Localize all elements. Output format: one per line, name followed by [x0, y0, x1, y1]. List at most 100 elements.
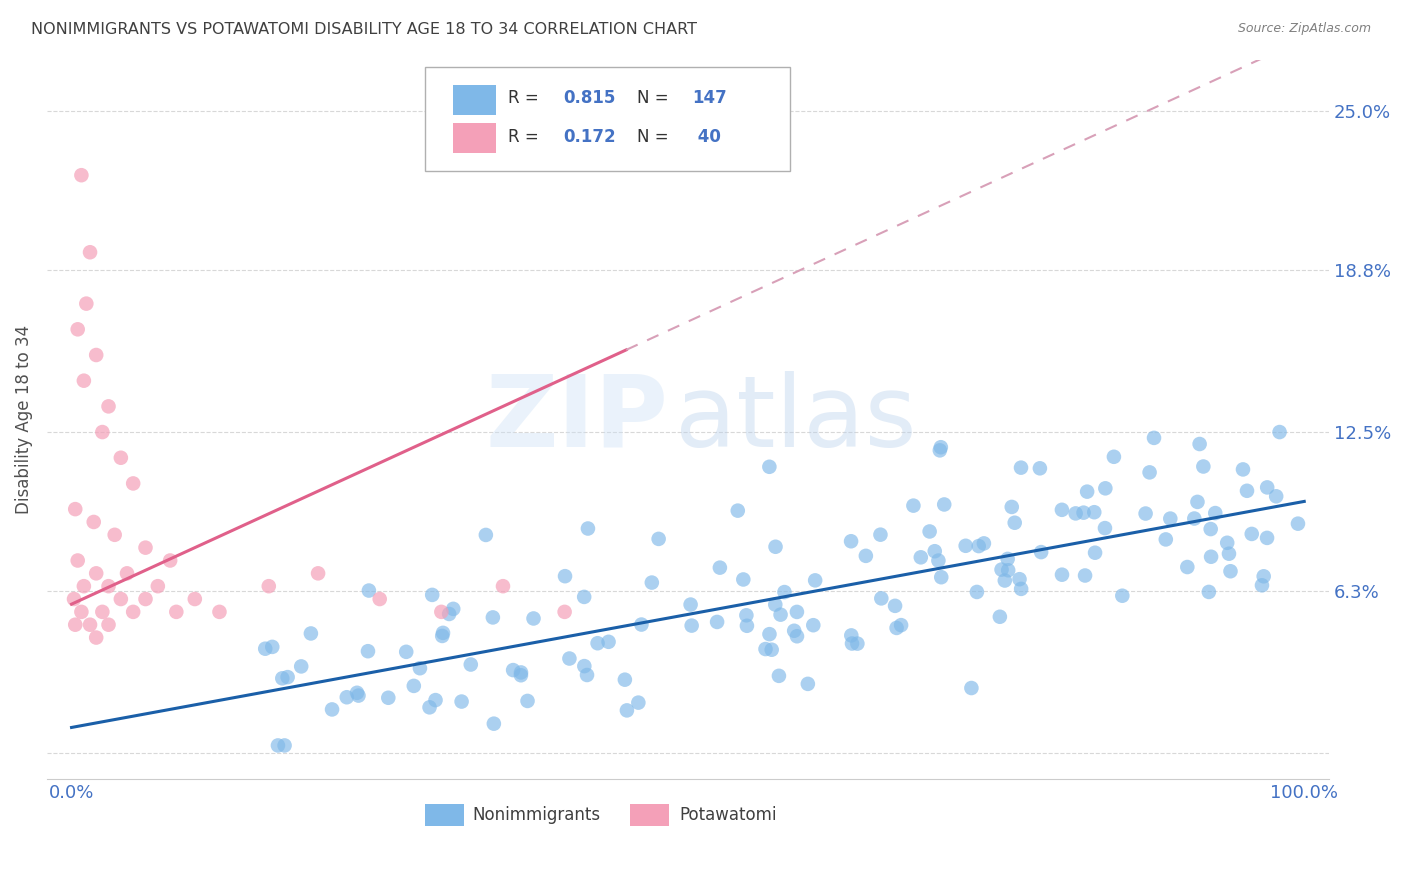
Point: [706, 615, 728, 629]
Point: [910, 550, 932, 565]
Point: [460, 657, 482, 672]
Point: [273, 739, 295, 753]
Point: [786, 629, 808, 643]
Point: [967, 539, 990, 553]
Point: [437, 607, 460, 621]
Point: [146, 579, 169, 593]
Point: [841, 636, 863, 650]
Point: [1251, 578, 1274, 592]
Point: [257, 579, 280, 593]
Point: [886, 621, 908, 635]
Point: [890, 618, 912, 632]
Point: [262, 640, 284, 654]
Point: [134, 541, 156, 555]
Point: [855, 549, 877, 563]
Point: [1010, 582, 1032, 596]
Point: [758, 459, 780, 474]
Point: [786, 605, 808, 619]
Point: [727, 503, 749, 517]
Point: [966, 585, 988, 599]
Point: [79, 245, 101, 260]
Point: [254, 641, 277, 656]
Point: [84, 566, 107, 581]
FancyBboxPatch shape: [425, 67, 790, 171]
Point: [1029, 545, 1052, 559]
Point: [558, 651, 581, 665]
Point: [1102, 450, 1125, 464]
Point: [377, 690, 399, 705]
Point: [990, 563, 1012, 577]
Point: [733, 573, 755, 587]
Point: [502, 663, 524, 677]
Text: ZIP: ZIP: [486, 371, 669, 467]
Point: [66, 553, 89, 567]
Point: [960, 681, 983, 695]
Point: [647, 532, 669, 546]
Point: [516, 694, 538, 708]
FancyBboxPatch shape: [453, 85, 495, 115]
Point: [973, 536, 995, 550]
Text: N =: N =: [637, 89, 673, 107]
FancyBboxPatch shape: [630, 804, 669, 826]
Point: [83, 515, 105, 529]
Point: [159, 553, 181, 567]
Point: [1187, 495, 1209, 509]
Point: [869, 527, 891, 541]
Point: [277, 670, 299, 684]
Point: [773, 585, 796, 599]
Point: [1256, 480, 1278, 494]
Point: [1192, 459, 1215, 474]
Point: [839, 534, 862, 549]
Point: [357, 583, 380, 598]
Point: [1111, 589, 1133, 603]
Point: [1074, 568, 1097, 582]
Point: [1199, 549, 1222, 564]
Point: [768, 669, 790, 683]
Point: [1253, 569, 1275, 583]
Point: [110, 592, 132, 607]
Point: [797, 677, 820, 691]
Point: [122, 605, 145, 619]
Point: [988, 609, 1011, 624]
Point: [97, 400, 120, 414]
Point: [510, 668, 533, 682]
Point: [1182, 511, 1205, 525]
Text: Nonimmigrants: Nonimmigrants: [472, 805, 600, 824]
Point: [1268, 425, 1291, 439]
Point: [1159, 511, 1181, 525]
Point: [347, 689, 370, 703]
Point: [1240, 527, 1263, 541]
Text: N =: N =: [637, 128, 673, 145]
Point: [927, 553, 949, 567]
Point: [783, 624, 806, 638]
Point: [1001, 500, 1024, 514]
Point: [870, 591, 893, 606]
Point: [84, 348, 107, 362]
Text: Source: ZipAtlas.com: Source: ZipAtlas.com: [1237, 22, 1371, 36]
Point: [97, 617, 120, 632]
Point: [1139, 466, 1161, 480]
Point: [884, 599, 907, 613]
Point: [91, 425, 114, 439]
Point: [522, 611, 544, 625]
Point: [641, 575, 664, 590]
Point: [419, 700, 441, 714]
Point: [681, 618, 703, 632]
Point: [1188, 437, 1211, 451]
Point: [955, 539, 977, 553]
Point: [290, 659, 312, 673]
Point: [1219, 564, 1241, 578]
Point: [1073, 506, 1095, 520]
Point: [1084, 546, 1107, 560]
Point: [73, 374, 96, 388]
Point: [763, 598, 786, 612]
Point: [1232, 462, 1254, 476]
Point: [1216, 535, 1239, 549]
Point: [1004, 516, 1026, 530]
Point: [510, 665, 533, 680]
Point: [761, 642, 783, 657]
Point: [1050, 503, 1073, 517]
Point: [208, 605, 231, 619]
Point: [1198, 585, 1220, 599]
Point: [65, 502, 87, 516]
